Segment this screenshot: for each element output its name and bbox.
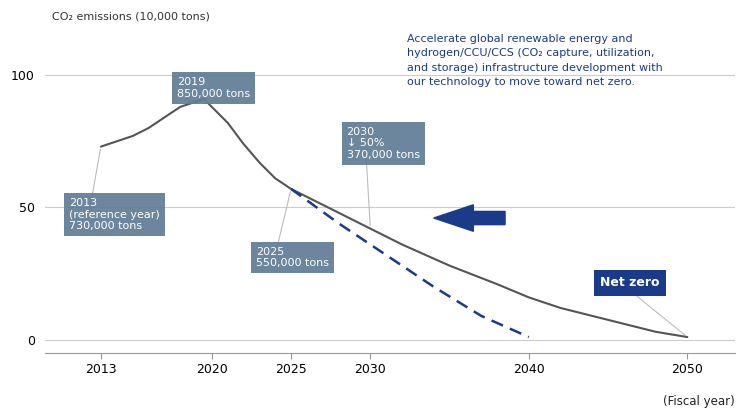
Text: 2030
↓ 50%
370,000 tons: 2030 ↓ 50% 370,000 tons: [347, 127, 420, 160]
Text: Accelerate global renewable energy and
hydrogen/CCU/CCS (CO₂ capture, utilizatio: Accelerate global renewable energy and h…: [407, 34, 663, 87]
Text: 2019
850,000 tons: 2019 850,000 tons: [177, 78, 250, 99]
Text: (Fiscal year): (Fiscal year): [663, 395, 735, 408]
FancyArrow shape: [433, 205, 505, 231]
Text: 2013
(reference year)
730,000 tons: 2013 (reference year) 730,000 tons: [69, 198, 160, 231]
Text: 2025
550,000 tons: 2025 550,000 tons: [256, 247, 329, 268]
Text: Net zero: Net zero: [601, 277, 659, 290]
Text: CO₂ emissions (10,000 tons): CO₂ emissions (10,000 tons): [52, 11, 210, 21]
